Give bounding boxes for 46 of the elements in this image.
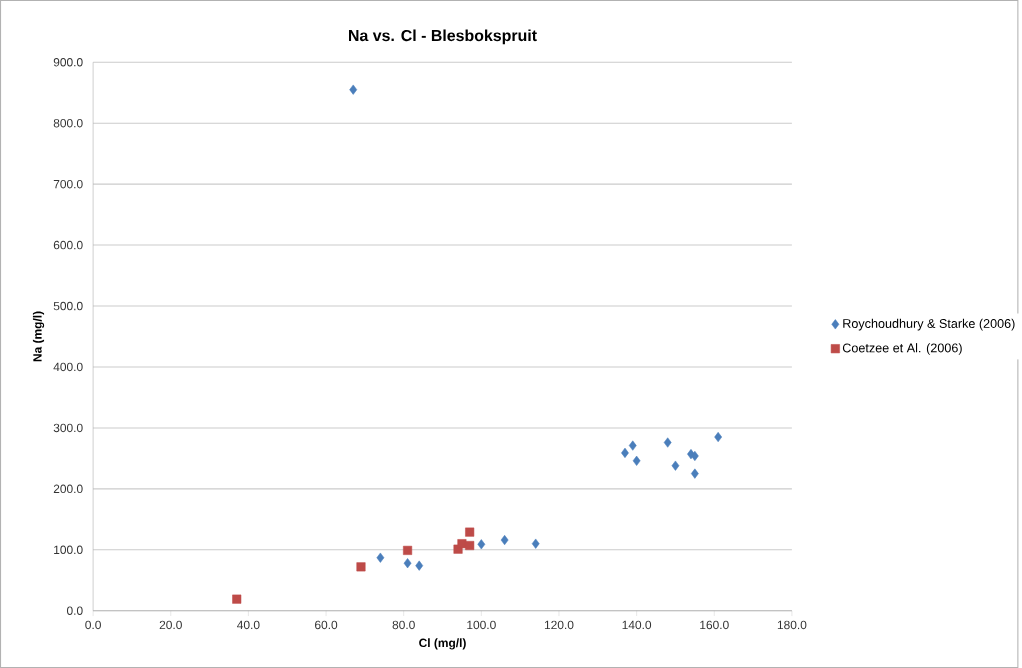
x-axis-title: Cl (mg/l): [419, 638, 466, 650]
point: [376, 552, 385, 563]
point: [691, 468, 699, 479]
y-tick-label: 700.0: [53, 179, 83, 189]
point: [403, 545, 413, 555]
point: [415, 560, 424, 571]
point: [714, 432, 722, 443]
y-tick-label: 200.0: [53, 484, 83, 494]
chart-title: Na vs. Cl - Blesbokspruit: [349, 29, 537, 45]
x-tick-label: 60.0: [315, 620, 338, 630]
point: [632, 455, 641, 466]
y-tick-label: 0.0: [66, 606, 83, 615]
point: [457, 539, 467, 549]
y-tick-label: 100.0: [54, 545, 83, 555]
point: [531, 538, 540, 549]
point: [500, 534, 509, 546]
y-tick-label: 800.0: [53, 118, 83, 128]
x-tick-label: 120.0: [544, 620, 574, 630]
x-tick-label: 40.0: [237, 620, 260, 630]
point: [403, 558, 412, 569]
y-axis-title: Na (mg/l): [32, 311, 45, 362]
y-tick-label: 600.0: [53, 240, 83, 250]
legend-label: Coetzee et Al. (2006): [842, 343, 962, 355]
x-tick-label: 160.0: [700, 620, 729, 630]
point: [663, 437, 672, 448]
point: [232, 594, 242, 604]
point: [477, 539, 486, 550]
point: [465, 541, 475, 551]
point: [628, 440, 637, 451]
point: [671, 460, 680, 471]
y-tick-label: 400.0: [53, 362, 83, 372]
point: [465, 527, 475, 537]
x-tick-label: 180.0: [777, 620, 807, 630]
x-tick-label: 140.0: [622, 620, 652, 630]
legend-label: Roychoudhury & Starke (2006): [843, 318, 1015, 331]
y-tick-label: 500.0: [53, 301, 83, 311]
point: [621, 447, 629, 458]
x-tick-label: 20.0: [159, 620, 182, 630]
y-tick-label: 900.0: [53, 58, 83, 67]
point: [356, 562, 366, 572]
point: [691, 450, 699, 461]
x-tick-label: 100.0: [467, 620, 496, 630]
x-tick-label: 80.0: [392, 620, 415, 630]
point: [349, 84, 358, 95]
y-tick-label: 300.0: [53, 423, 83, 433]
x-tick-label: 0.0: [85, 620, 101, 630]
